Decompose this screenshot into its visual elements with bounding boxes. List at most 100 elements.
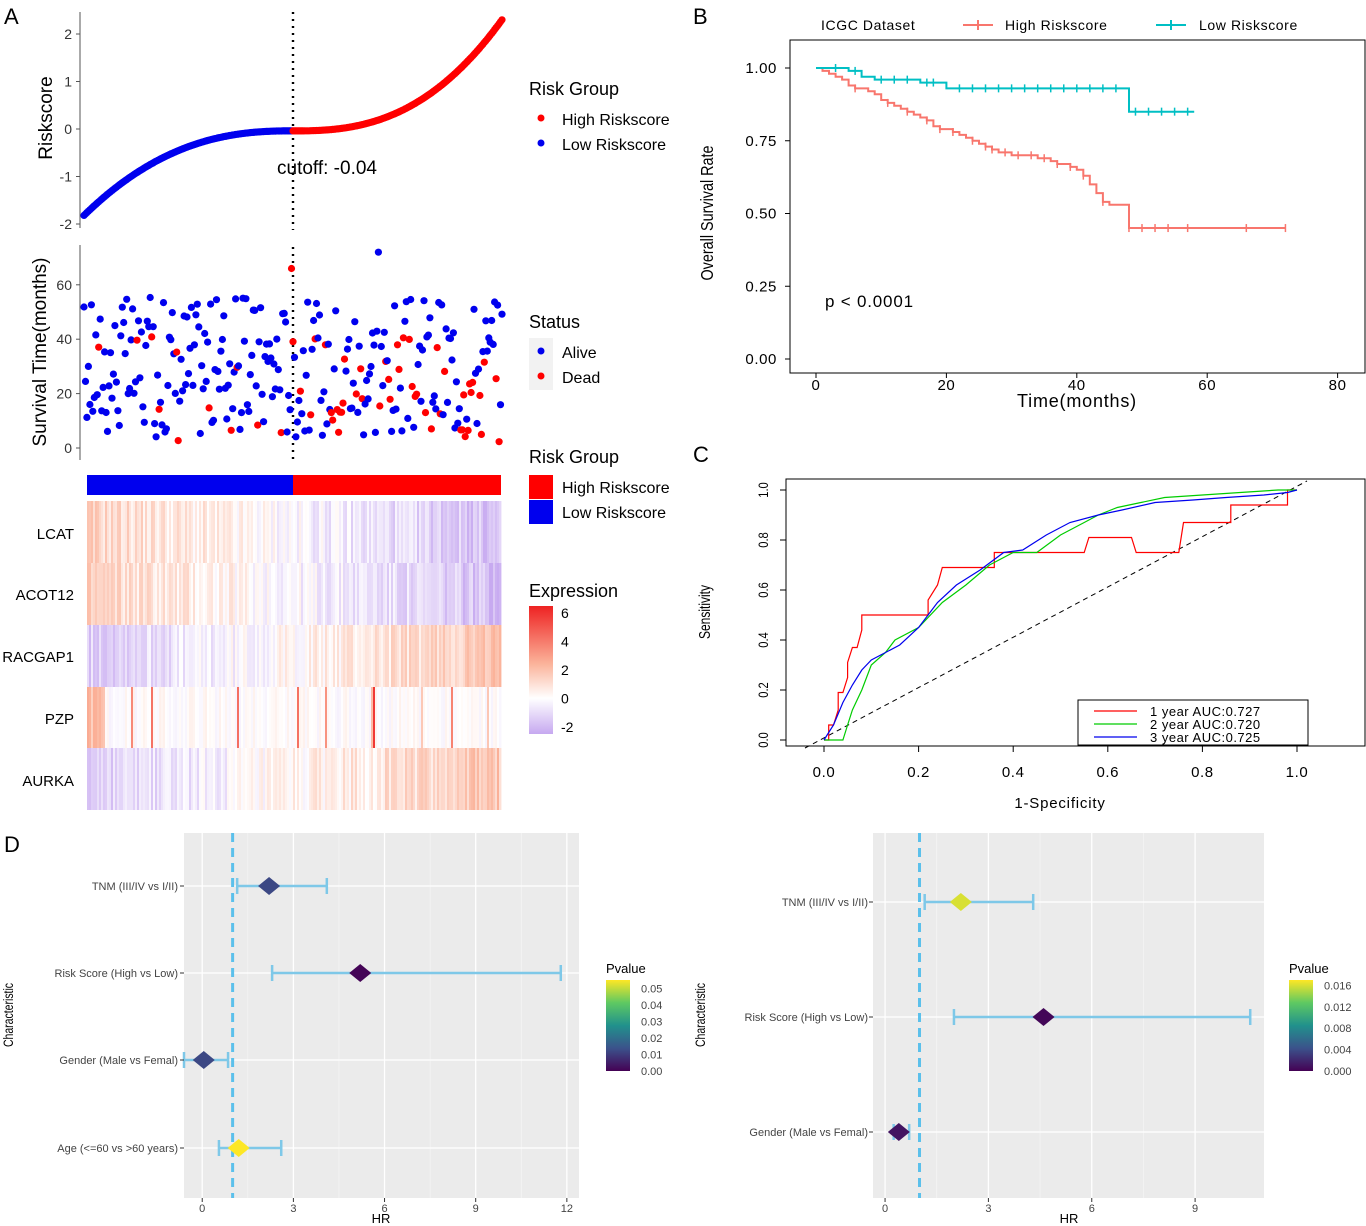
heatmap-cell	[289, 563, 292, 625]
heatmap-cell	[277, 687, 280, 749]
heatmap-cell	[351, 501, 354, 563]
heatmap-cell	[463, 563, 466, 625]
heatmap-cell	[143, 748, 146, 810]
heatmap-cell	[259, 625, 262, 687]
heatmap-cell	[263, 501, 266, 563]
heatmap-cell	[489, 501, 492, 563]
alive-point	[209, 416, 218, 424]
alive-point	[315, 311, 324, 319]
heatmap-cell	[263, 748, 266, 810]
heatmap-cell	[437, 501, 440, 563]
heatmap-cell	[341, 687, 344, 749]
heatmap-cell	[171, 687, 174, 749]
heatmap-cell	[253, 563, 256, 625]
dead-point	[385, 375, 393, 383]
heatmap-cell	[195, 625, 198, 687]
heatmap-cell	[203, 625, 206, 687]
dead-point	[327, 409, 335, 417]
alive-point	[318, 431, 326, 439]
heatmap-cell	[299, 625, 302, 687]
alive-point	[229, 405, 237, 413]
gene-label-aurka: AURKA	[22, 773, 74, 790]
heatmap-cell	[121, 748, 124, 810]
heatmap-cell	[109, 687, 112, 749]
heatmap-cell	[361, 625, 364, 687]
alive-point	[342, 367, 350, 375]
heatmap-cell	[91, 501, 94, 563]
heatmap-cell	[279, 625, 282, 687]
dead-point	[421, 409, 430, 417]
heatmap-cell	[255, 748, 258, 810]
heatmap-cell	[197, 501, 200, 563]
heatmap-cell	[361, 687, 364, 749]
heatmap-cell	[117, 563, 120, 625]
heatmap-cell	[463, 501, 466, 563]
forest-plot-right: 0 3 6 9 TNM (III/IV vs I/II) Risk Score (High…	[693, 833, 1352, 1226]
alive-point	[257, 304, 265, 312]
alive-point	[320, 388, 328, 396]
heatmap-cell	[277, 625, 280, 687]
heatmap-cell	[353, 625, 356, 687]
heatmap-cell	[235, 501, 238, 563]
heatmap-cell	[127, 625, 130, 687]
alive-point	[293, 418, 301, 426]
alive-point	[273, 335, 281, 343]
heatmap-cell	[363, 563, 366, 625]
heatmap-cell	[277, 501, 280, 563]
heatmap-cell	[273, 625, 276, 687]
heatmap-cell	[183, 748, 186, 810]
dead-point	[173, 348, 181, 356]
heatmap-cell	[275, 501, 278, 563]
heatmap-cell	[469, 748, 472, 810]
heatmap-cell	[129, 687, 132, 749]
heatmap-cell	[371, 563, 374, 625]
heatmap-cell	[449, 501, 452, 563]
heatmap-cell	[185, 748, 188, 810]
heatmap-cell	[193, 501, 196, 563]
heatmap-cell	[189, 748, 192, 810]
heatmap-cell	[435, 748, 438, 810]
heatmap-cell	[439, 625, 442, 687]
pvalue-tick-label: 0.000	[1324, 1066, 1352, 1078]
heatmap-cell	[497, 563, 500, 625]
heatmap-cell	[487, 501, 490, 563]
heatmap-cell	[213, 625, 216, 687]
heatmap-cell	[493, 748, 496, 810]
heatmap-cell	[359, 748, 362, 810]
heatmap-cell	[373, 563, 376, 625]
alive-point	[414, 360, 422, 369]
heatmap-cell	[115, 563, 118, 625]
dead-point	[277, 429, 285, 437]
heatmap-cell	[457, 625, 460, 687]
heatmap-cell	[321, 563, 324, 625]
heatmap-cell	[481, 748, 484, 810]
heatmap-cell	[343, 748, 346, 810]
heatmap-cell	[247, 625, 250, 687]
heatmap-cell	[235, 687, 238, 749]
heatmap-cell	[229, 563, 232, 625]
dead-point	[307, 411, 315, 419]
heatmap-cell	[357, 748, 360, 810]
heatmap-cell	[139, 748, 142, 810]
heatmap-cell	[177, 748, 180, 810]
heatmap-cell	[469, 563, 472, 625]
heatmap-cell	[483, 625, 486, 687]
heatmap-cell	[211, 748, 214, 810]
heatmap-cell	[207, 501, 210, 563]
heatmap-cell	[461, 501, 464, 563]
heatmap-cell	[409, 563, 412, 625]
roc-x-tick-label: 0.0	[813, 764, 836, 781]
heatmap-cell	[135, 687, 138, 749]
heatmap-cell	[141, 748, 144, 810]
heatmap-cell	[313, 687, 316, 749]
surv-y-ticks: 0 20 40 60	[56, 277, 80, 456]
heatmap-cell	[303, 748, 306, 810]
heatmap-cell	[383, 625, 386, 687]
heatmap-cell	[169, 625, 172, 687]
dead-point	[95, 343, 103, 351]
panel-label-b: B	[693, 4, 708, 29]
heatmap-cell	[493, 501, 496, 563]
heatmap-cell	[141, 625, 144, 687]
heatmap-cell	[249, 563, 252, 625]
heatmap-cell	[181, 501, 184, 563]
